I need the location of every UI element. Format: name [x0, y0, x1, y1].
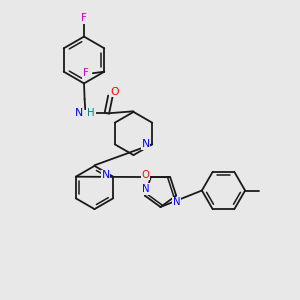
Text: O: O: [141, 170, 149, 180]
Text: N: N: [102, 170, 110, 180]
Text: N: N: [142, 139, 150, 149]
Text: H: H: [87, 108, 95, 118]
Text: N: N: [142, 184, 149, 194]
Text: F: F: [81, 13, 87, 23]
Text: O: O: [111, 86, 119, 97]
Text: N: N: [173, 197, 181, 207]
Text: F: F: [83, 68, 88, 78]
Text: N: N: [75, 108, 83, 118]
